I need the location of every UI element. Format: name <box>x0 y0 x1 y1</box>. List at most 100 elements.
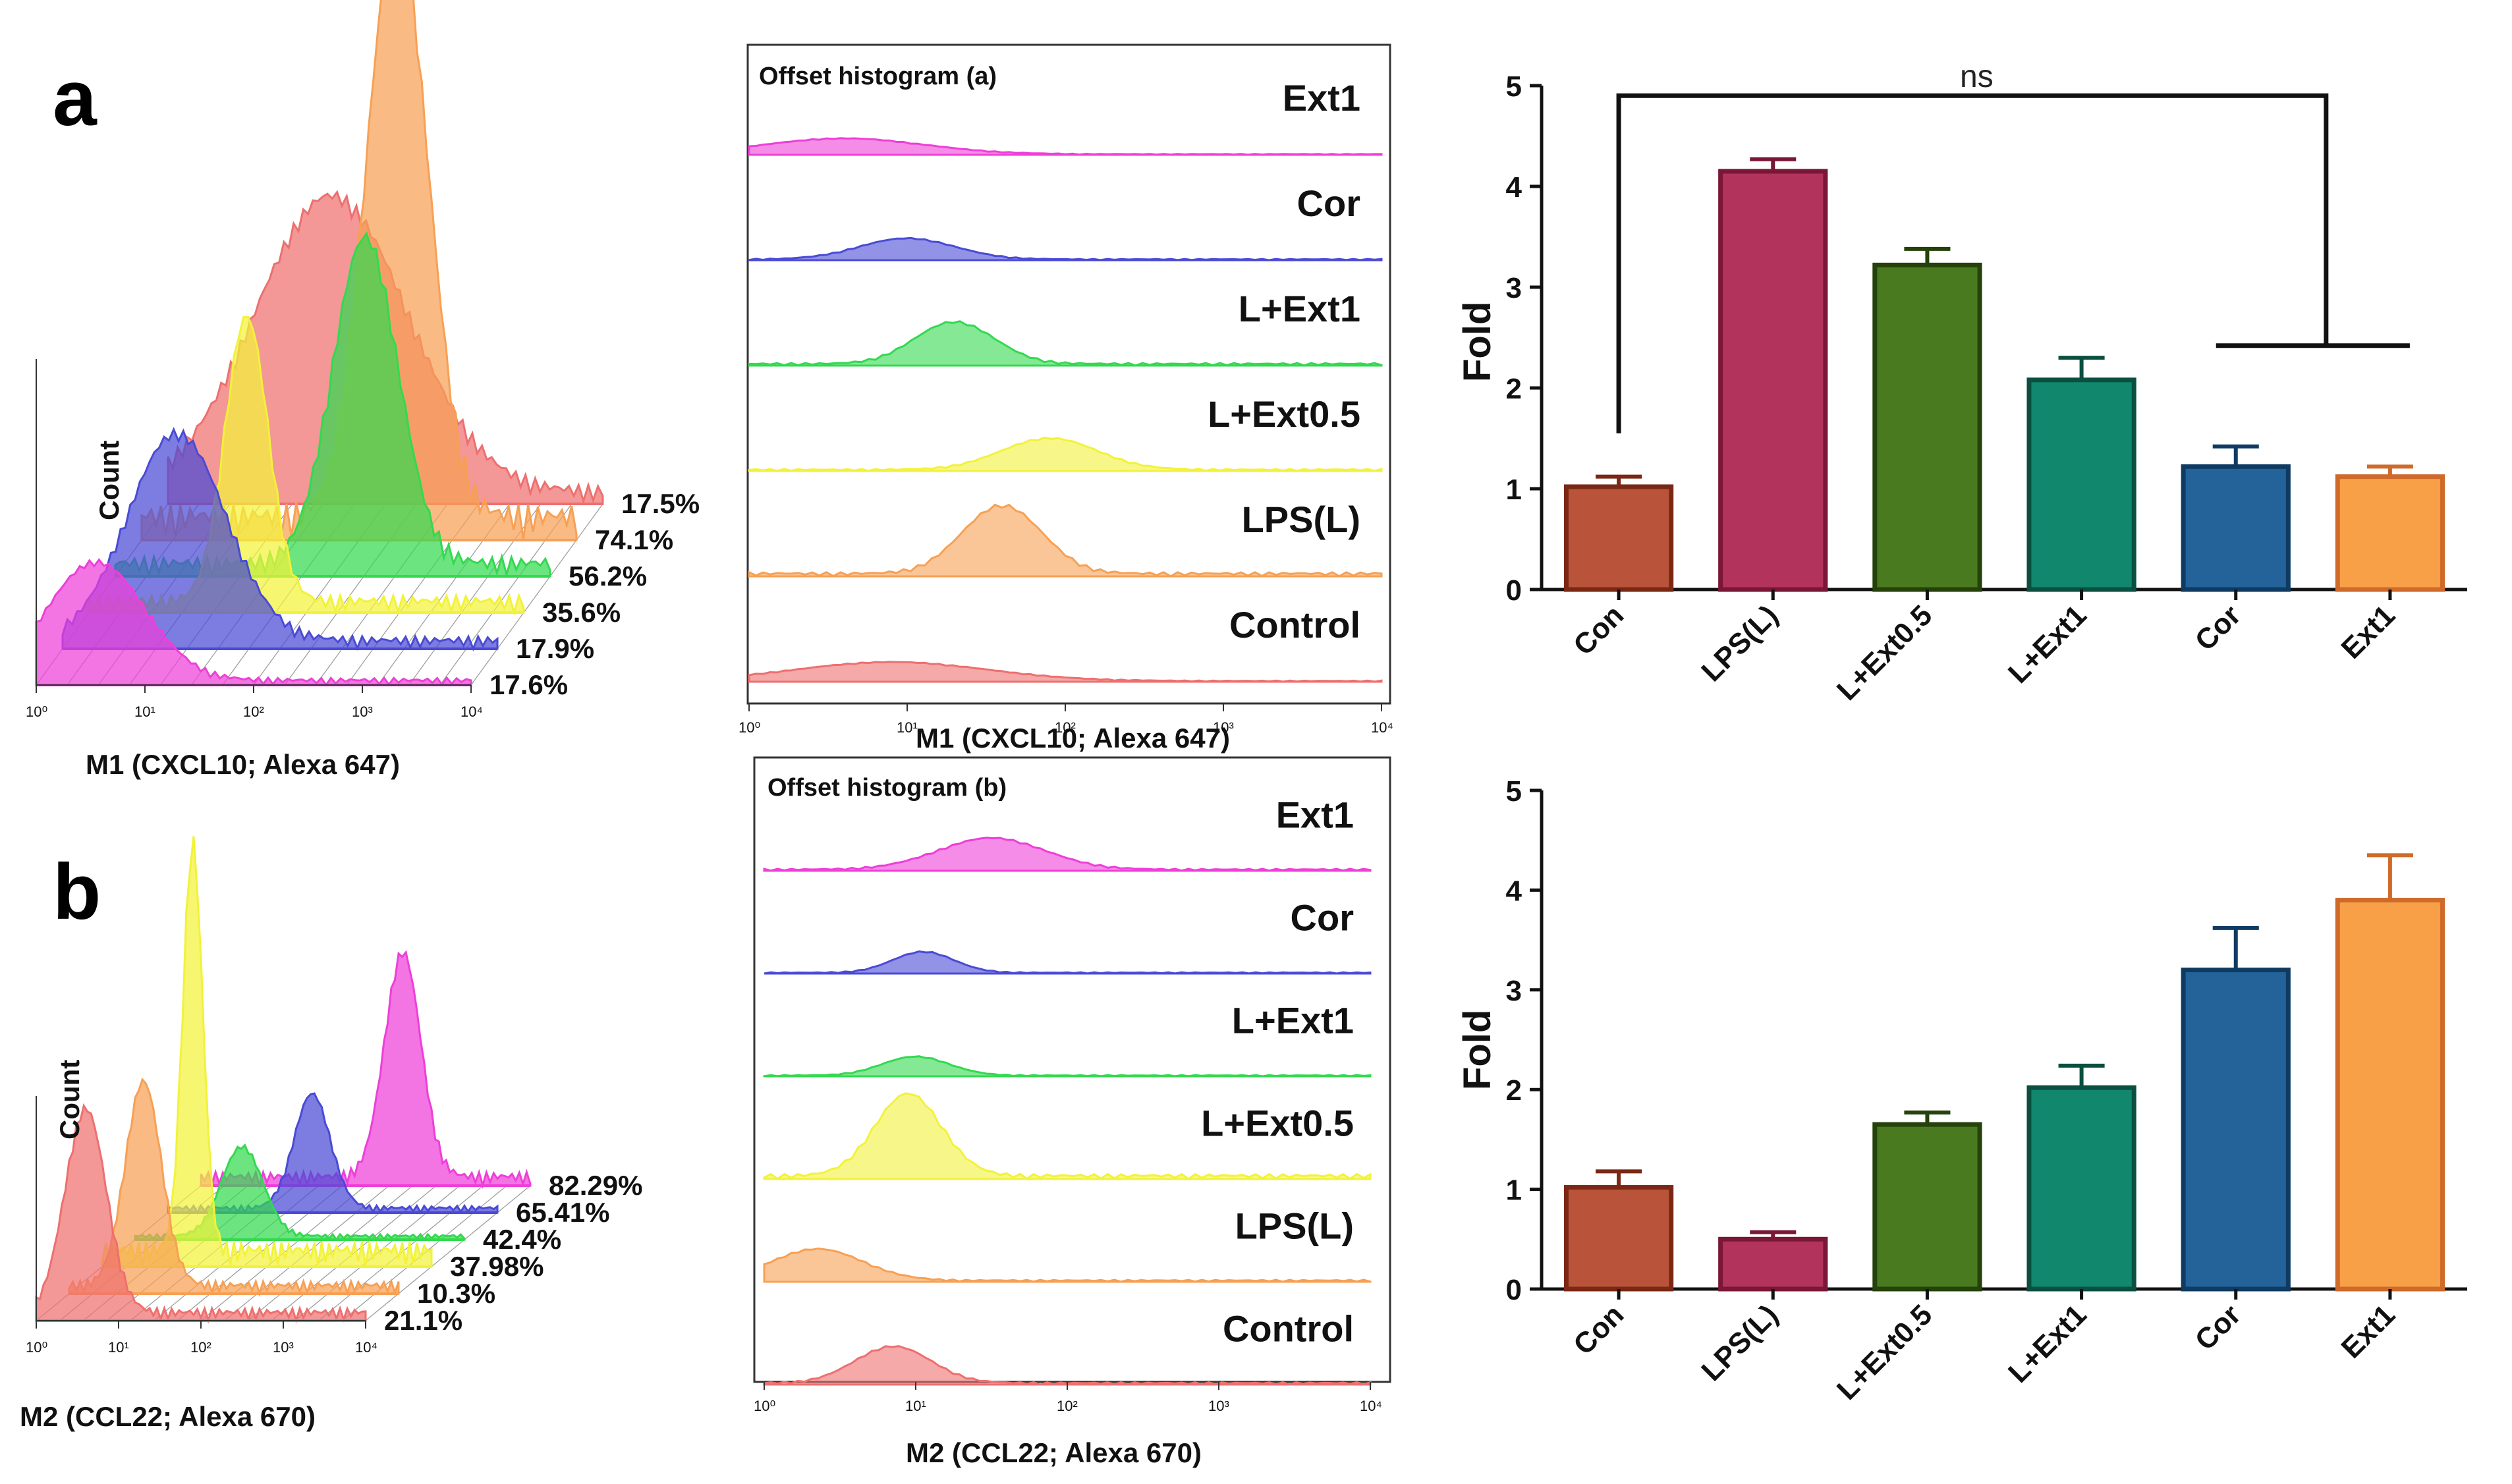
bar-y-tick-label: 1 <box>1506 1174 1522 1207</box>
overlay-x-tick-label: 10⁰ <box>739 719 760 736</box>
stack-histogram-a: 17.5% 74.1% 56.2% 35.6% 17.9% 17.6% 10⁰ 10¹ 10² 1… <box>26 0 700 720</box>
stack-x-tick-label: 10¹ <box>108 1339 129 1356</box>
depth-grid-line <box>470 503 603 686</box>
stack-x-tick-label: 10² <box>190 1339 211 1356</box>
overlay-x-tick-label: 10¹ <box>897 719 918 736</box>
overlay-series-lps-l <box>748 503 1383 578</box>
overlay-row-label-control: Control <box>1223 1307 1354 1349</box>
bar-ext1 <box>2335 474 2445 592</box>
overlay-x-tick-label: 10⁴ <box>1360 1398 1382 1414</box>
stack-x-tick-label: 10¹ <box>134 703 155 720</box>
overlay-row-label-ext1: Ext1 <box>1276 794 1354 835</box>
bar-cor <box>2181 464 2291 592</box>
stack-axis-label-a: M1 (CXCL10; Alexa 647) <box>86 749 400 780</box>
overlay-row-label-lps-l: LPS(L) <box>1235 1205 1354 1246</box>
overlay-x-tick-label: 10² <box>1057 1398 1078 1414</box>
stack-axis-label-b: M2 (CCL22; Alexa 670) <box>20 1401 316 1432</box>
stack-series-ext1 <box>35 558 472 687</box>
stack-x-tick-label: 10³ <box>273 1339 294 1356</box>
bar-y-tick-label: 2 <box>1506 373 1522 405</box>
overlay-histogram-a: Ext1 Cor L+Ext1 L+Ext0.5 LPS(L) Control 10⁰ 10¹… <box>739 77 1393 736</box>
count-label-b: Count <box>54 1060 85 1140</box>
overlay-row-label-l-ext0-5: L+Ext0.5 <box>1201 1102 1354 1143</box>
overlay-histogram-b: Ext1 Cor L+Ext1 L+Ext0.5 LPS(L) Control 10⁰ 10¹… <box>754 794 1382 1414</box>
stack-x-tick-label: 10⁴ <box>461 703 483 720</box>
panel-letter-a: a <box>53 54 98 142</box>
bar-y-tick-label: 3 <box>1506 272 1522 304</box>
overlay-row-label-lps-l: LPS(L) <box>1242 499 1360 540</box>
overlay-frame-a <box>746 43 1391 705</box>
overlay-row-label-l-ext0-5: L+Ext0.5 <box>1208 393 1360 435</box>
bar-y-tick-label: 5 <box>1506 70 1522 103</box>
percent-label-ext1: 17.6% <box>489 669 568 700</box>
stack-x-tick-label: 10⁰ <box>26 1339 47 1356</box>
overlay-frame-b <box>753 756 1391 1383</box>
percent-label-control: 17.5% <box>621 488 700 519</box>
bar-y-tick-label: 0 <box>1506 1274 1522 1306</box>
percent-label-cor: 65.41% <box>516 1197 609 1228</box>
percent-label-control: 21.1% <box>384 1305 462 1336</box>
bar-cor <box>2181 968 2291 1292</box>
overlay-row-label-ext1: Ext1 <box>1283 77 1360 119</box>
bar-l-ext1 <box>2026 1085 2136 1292</box>
bar-ylabel-a: Fold <box>1456 302 1499 382</box>
bar-y-tick-label: 0 <box>1506 574 1522 607</box>
overlay-series-ext1 <box>763 837 1372 872</box>
percent-label-l-ext0-5: 37.98% <box>450 1251 544 1282</box>
depth-grid-line <box>365 1185 531 1321</box>
percent-label-ext1: 82.29% <box>549 1170 642 1201</box>
bar-y-tick-label: 3 <box>1506 975 1522 1007</box>
bar-l-ext1 <box>2026 377 2136 592</box>
bar-ylabel-b: Fold <box>1456 1010 1499 1090</box>
overlay-row-label-cor: Cor <box>1291 896 1354 938</box>
overlay-x-tick-label: 10³ <box>1208 1398 1229 1414</box>
overlay-axis-label-a: M1 (CXCL10; Alexa 647) <box>916 723 1230 754</box>
bar-con <box>1563 1185 1674 1292</box>
percent-label-lps-l: 10.3% <box>417 1278 495 1309</box>
bar-lps-l <box>1718 1236 1828 1292</box>
overlay-x-tick-label: 10⁴ <box>1371 719 1393 736</box>
percent-label-l-ext1: 42.4% <box>483 1224 561 1255</box>
overlay-series-l-ext0-5 <box>748 436 1383 472</box>
bar-ext1 <box>2335 898 2445 1292</box>
percent-label-l-ext0-5: 35.6% <box>542 597 621 628</box>
percent-label-l-ext1: 56.2% <box>569 561 647 591</box>
overlay-title-a: Offset histogram (a) <box>759 63 997 90</box>
overlay-x-tick-label: 10² <box>1055 719 1076 736</box>
percent-label-lps-l: 74.1% <box>595 524 673 555</box>
bar-y-tick-label: 2 <box>1506 1074 1522 1107</box>
count-label-a: Count <box>94 441 125 520</box>
stack-series-control <box>35 1103 367 1324</box>
ns-bracket <box>1616 93 2329 433</box>
stack-x-tick-label: 10⁰ <box>26 703 47 720</box>
bar-y-tick-label: 5 <box>1506 775 1522 808</box>
overlay-row-label-control: Control <box>1229 604 1360 646</box>
stack-series-cor <box>61 427 499 651</box>
overlay-series-l-ext1 <box>748 320 1383 367</box>
overlay-title-b: Offset histogram (b) <box>768 774 1007 802</box>
stack-histogram-b: 82.29%65.41%42.4%37.98%10.3%21.1% 10⁰ 10¹ 1… <box>26 836 642 1356</box>
bar-y-tick-label: 1 <box>1506 474 1522 506</box>
overlay-series-control <box>763 1345 1372 1386</box>
ns-annotation: ns <box>1960 59 1994 94</box>
overlay-axis-label-b: M2 (CCL22; Alexa 670) <box>906 1437 1202 1468</box>
bar-lps-l <box>1718 169 1828 592</box>
overlay-x-tick-label: 10⁰ <box>754 1398 775 1414</box>
stack-x-tick-label: 10³ <box>352 703 373 720</box>
stack-x-tick-label: 10² <box>243 703 264 720</box>
overlay-row-label-cor: Cor <box>1297 182 1360 224</box>
bar-y-tick-label: 4 <box>1506 875 1522 907</box>
stack-series-lps-l <box>68 1077 400 1298</box>
bar-con <box>1563 484 1674 592</box>
bar-l-ext0-5 <box>1872 262 1982 592</box>
overlay-x-tick-label: 10³ <box>1213 719 1234 736</box>
overlay-row-label-l-ext1: L+Ext1 <box>1232 999 1354 1041</box>
overlay-x-tick-label: 10¹ <box>905 1398 926 1414</box>
stack-x-tick-label: 10⁴ <box>355 1339 377 1356</box>
percent-label-cor: 17.9% <box>516 633 594 664</box>
overlay-row-label-l-ext1: L+Ext1 <box>1239 288 1360 329</box>
overlay-series-l-ext0-5 <box>763 1092 1372 1180</box>
bar-y-tick-label: 4 <box>1506 171 1522 204</box>
